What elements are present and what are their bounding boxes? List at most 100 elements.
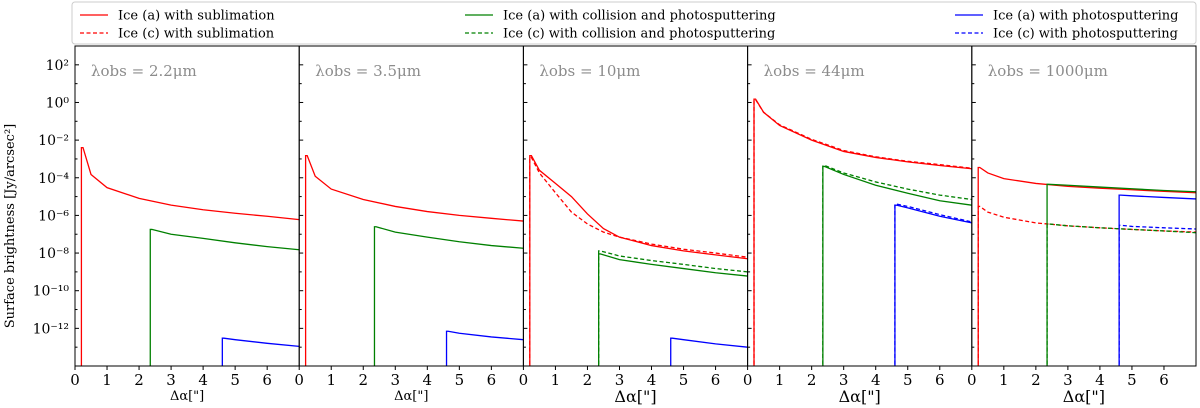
series-line <box>304 154 524 366</box>
x-tick-label: 5 <box>903 371 913 389</box>
series-line <box>529 154 748 366</box>
series-group <box>529 154 748 366</box>
x-axis-label: Δα["] <box>614 387 656 406</box>
y-axis-label: Surface brightness [Jy/arcsec²] <box>3 124 18 329</box>
series-line <box>529 156 748 366</box>
series-line <box>822 164 972 366</box>
x-axis-label: Δα["] <box>839 387 881 406</box>
x-tick-label: 2 <box>358 371 368 389</box>
legend-label: Ice (c) with photosputtering <box>993 27 1178 42</box>
chart-panel: 0 1 2 3 4 5 6 Δα["] λobs = 44μm <box>743 45 973 406</box>
x-tick-label: 0 <box>294 371 304 389</box>
series-line <box>373 226 524 366</box>
series-line <box>1118 194 1196 366</box>
x-tick-label: 5 <box>1127 371 1137 389</box>
x-tick-label: 3 <box>615 371 625 389</box>
x-tick-label: 3 <box>166 371 176 389</box>
x-tick-label: 2 <box>583 371 593 389</box>
chart-panel: 0 1 2 3 4 5 6 Δα["] λobs = 3.5μm <box>294 45 524 404</box>
x-tick-label: 5 <box>679 371 689 389</box>
y-tick-label: 10⁻⁶ <box>38 208 69 224</box>
panels-group: 0 1 2 3 4 5 6 Δα["] λobs = 2.2μm 0 1 2 3 4 5 6 Δα["] λobs… <box>33 45 1197 406</box>
series-line <box>670 337 748 366</box>
panel-frame <box>747 45 973 367</box>
x-tick-label: 1 <box>775 371 785 389</box>
series-group <box>753 98 972 366</box>
series-line <box>1118 224 1196 366</box>
x-tick-label: 4 <box>423 371 433 389</box>
x-tick-label: 1 <box>102 371 112 389</box>
series-line <box>1046 223 1196 366</box>
x-tick-label: 5 <box>455 371 465 389</box>
x-tick-label: 3 <box>391 371 401 389</box>
series-line <box>80 146 300 366</box>
x-tick-label: 2 <box>1031 371 1041 389</box>
y-tick-label: 10⁰ <box>46 95 70 111</box>
series-line <box>149 228 300 366</box>
panel-title: λobs = 1000μm <box>988 62 1108 80</box>
x-tick-label: 0 <box>967 371 977 389</box>
x-tick-label: 4 <box>647 371 657 389</box>
series-line <box>977 166 1196 366</box>
x-tick-label: 4 <box>198 371 208 389</box>
series-line <box>445 330 524 366</box>
panel-title: λobs = 10μm <box>539 62 640 80</box>
x-tick-label: 1 <box>326 371 336 389</box>
series-line <box>753 99 972 366</box>
x-tick-label: 6 <box>262 371 272 389</box>
panel-frame <box>298 45 524 367</box>
panel-frame <box>522 45 749 367</box>
legend-frame <box>71 1 1197 45</box>
x-tick-label: 6 <box>935 371 945 389</box>
chart-panel: 0 1 2 3 4 5 6 Δα["] λobs = 1000μm <box>967 45 1197 406</box>
x-axis-label: Δα["] <box>394 389 428 404</box>
series-line <box>1046 183 1196 366</box>
y-tick-label: 10⁻⁴ <box>38 171 69 187</box>
series-line <box>598 250 748 366</box>
y-tick-label: 10⁻² <box>38 133 69 149</box>
x-tick-label: 6 <box>711 371 721 389</box>
panel-title: λobs = 3.5μm <box>315 62 421 80</box>
series-group <box>977 166 1196 366</box>
x-axis-label: Δα["] <box>1063 387 1105 406</box>
x-tick-label: 6 <box>487 371 497 389</box>
chart-panel: 0 1 2 3 4 5 6 Δα["] λobs = 10μm <box>519 45 749 406</box>
series-line <box>221 337 300 366</box>
series-line <box>598 253 748 366</box>
x-tick-label: 5 <box>230 371 240 389</box>
panel-frame <box>74 45 300 367</box>
y-tick-label: 10² <box>46 58 69 74</box>
series-group <box>80 146 300 366</box>
series-line <box>894 204 972 366</box>
x-tick-label: 6 <box>1159 371 1169 389</box>
y-tick-label: 10⁻¹⁰ <box>33 284 70 300</box>
panel-title: λobs = 44μm <box>764 62 865 80</box>
x-tick-label: 2 <box>807 371 817 389</box>
x-tick-label: 3 <box>839 371 849 389</box>
panel-title: λobs = 2.2μm <box>91 62 197 80</box>
x-tick-label: 2 <box>134 371 144 389</box>
legend-label: Ice (c) with collision and photosputteri… <box>503 27 775 42</box>
x-tick-label: 3 <box>1063 371 1073 389</box>
legend-label: Ice (a) with photosputtering <box>993 9 1178 24</box>
y-tick-label: 10⁻⁸ <box>38 246 69 262</box>
x-tick-label: 0 <box>743 371 753 389</box>
series-line <box>822 165 972 366</box>
series-group <box>304 154 524 366</box>
x-tick-label: 4 <box>871 371 881 389</box>
x-tick-label: 0 <box>70 371 80 389</box>
legend-label: Ice (c) with sublimation <box>118 27 275 42</box>
legend-label: Ice (a) with collision and photosputteri… <box>503 9 776 24</box>
x-tick-label: 4 <box>1095 371 1105 389</box>
x-tick-label: 1 <box>999 371 1009 389</box>
series-line <box>894 203 972 366</box>
y-tick-label: 10⁻¹² <box>33 321 69 337</box>
series-line <box>753 98 972 366</box>
x-tick-label: 0 <box>519 371 529 389</box>
legend: Ice (a) with sublimation Ice (c) with sub… <box>71 1 1197 45</box>
chart-panel: 0 1 2 3 4 5 6 Δα["] λobs = 2.2μm <box>70 45 300 404</box>
x-tick-label: 1 <box>551 371 561 389</box>
panel-frame <box>971 45 1197 367</box>
legend-label: Ice (a) with sublimation <box>118 9 275 24</box>
